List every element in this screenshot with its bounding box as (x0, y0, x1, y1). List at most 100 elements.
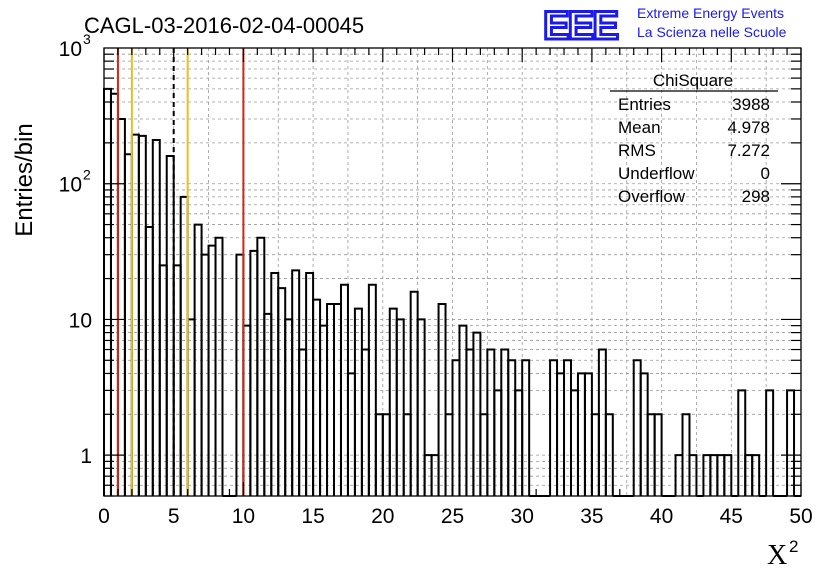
stats-box: ChiSquare Entries 3988 Mean 4.978 RMS 7.272 Un… (610, 71, 778, 206)
eee-logo: EEE Extreme Energy Events La Scienza nel… (542, 3, 787, 50)
histogram-bin (235, 253, 245, 496)
x-tick-label: 40 (650, 505, 673, 528)
x-tick-label: 0 (98, 505, 110, 528)
stats-box-title: ChiSquare (653, 71, 733, 90)
histogram-bin (653, 413, 663, 496)
stats-row-label: Overflow (618, 187, 686, 206)
logo-line2: La Scienza nelle Scuole (637, 24, 787, 40)
stats-row-label: Underflow (618, 164, 695, 183)
stats-row-label: RMS (618, 141, 656, 160)
histogram-bin (500, 348, 510, 496)
x-tick-label: 20 (371, 505, 394, 528)
y-tick-label: 1 (80, 445, 92, 468)
histogram-bin (284, 318, 294, 496)
stats-row-value: 0 (761, 164, 770, 183)
histogram-bin (416, 318, 426, 496)
histogram-bin (312, 298, 322, 496)
histogram-bin (242, 324, 252, 496)
histogram-bin (563, 359, 572, 496)
histogram-bin (437, 302, 447, 496)
histogram-bin (486, 348, 496, 496)
stats-row-value: 7.272 (727, 141, 770, 160)
histogram-bin (207, 244, 217, 496)
histogram-bin (632, 359, 642, 496)
histogram-bin (103, 87, 112, 496)
reference-lines (116, 48, 245, 496)
histogram-bin (688, 454, 698, 496)
logo-line1: Extreme Energy Events (637, 5, 784, 21)
histogram-bin (751, 454, 761, 496)
y-tick-label-exponent: 2 (83, 167, 91, 183)
histogram-bin (298, 348, 308, 496)
histogram-bin (514, 389, 524, 496)
histogram-bin (737, 389, 747, 496)
stats-row-value: 298 (742, 187, 770, 206)
histogram-bin (346, 372, 356, 496)
y-tick-label-exponent: 3 (83, 31, 91, 47)
x-tick-label: 45 (720, 505, 743, 528)
axis-ticks (103, 48, 802, 497)
histogram-bin (186, 318, 196, 496)
histogram-bin (597, 348, 607, 496)
histogram-bin (583, 372, 593, 496)
histogram-bin (604, 413, 614, 496)
stats-row-value: 3988 (732, 95, 770, 114)
y-tick-label: 10 (59, 38, 82, 61)
histogram-bars (103, 87, 801, 497)
histogram-bin (723, 454, 733, 496)
x-tick-label: 30 (511, 505, 534, 528)
histogram-bin (639, 372, 649, 496)
histogram-bin (360, 348, 370, 496)
x-tick-label: 50 (789, 505, 812, 528)
x-axis-label: X 2 (767, 537, 798, 571)
histogram-bin (786, 389, 796, 496)
histogram-bin (130, 133, 140, 496)
logo-letters: EEE (543, 4, 618, 48)
x-tick-label: 25 (441, 505, 464, 528)
histogram-bin (395, 318, 405, 496)
x-tick-label: 10 (232, 505, 255, 528)
histogram-bin (556, 372, 566, 496)
x-tick-label: 15 (301, 505, 324, 528)
histogram-bin (549, 359, 559, 496)
histogram-bin (144, 225, 154, 496)
histogram-bin (214, 236, 224, 496)
histogram-bin (116, 117, 126, 496)
histogram-bin (576, 372, 586, 496)
chart-title: CAGL-03-2016-02-04-00045 (84, 13, 364, 38)
x-tick-label: 5 (168, 505, 180, 528)
x-axis-label-superscript: 2 (789, 537, 798, 556)
histogram-bin (451, 359, 461, 496)
histogram-bin (291, 269, 301, 496)
histogram-bin (409, 290, 419, 496)
histogram-bin (151, 138, 161, 496)
x-tick-labels: 0 5 10 15 20 25 30 35 40 45 50 (98, 505, 813, 528)
histogram-bin (256, 236, 266, 496)
histogram-bin (521, 359, 531, 496)
histogram-bin (507, 359, 517, 496)
histogram-bin (270, 271, 280, 496)
histogram-bin (493, 389, 503, 496)
stats-box-rows: Entries 3988 Mean 4.978 RMS 7.272 Underflow 0 Ov… (618, 95, 770, 206)
histogram-bin (109, 92, 119, 496)
histogram-bin (367, 283, 377, 496)
histogram-bin (465, 348, 475, 496)
histogram-bin (179, 195, 189, 496)
x-axis-label-base: X (767, 540, 787, 571)
histogram-bin (319, 324, 329, 496)
stats-row-label: Mean (618, 118, 661, 137)
stats-row-value: 4.978 (727, 118, 770, 137)
histogram-bin (569, 389, 579, 496)
y-axis-label: Entries/bin (11, 123, 38, 236)
y-tick-label: 10 (59, 174, 82, 197)
histogram-bin (200, 253, 210, 496)
histogram-bin (458, 324, 468, 496)
x-tick-label: 35 (580, 505, 603, 528)
histogram-bin (765, 389, 775, 496)
histogram-bin (305, 271, 315, 496)
histogram-bin (123, 153, 133, 496)
stats-row-label: Entries (618, 95, 671, 114)
y-tick-label: 10 (69, 309, 92, 332)
